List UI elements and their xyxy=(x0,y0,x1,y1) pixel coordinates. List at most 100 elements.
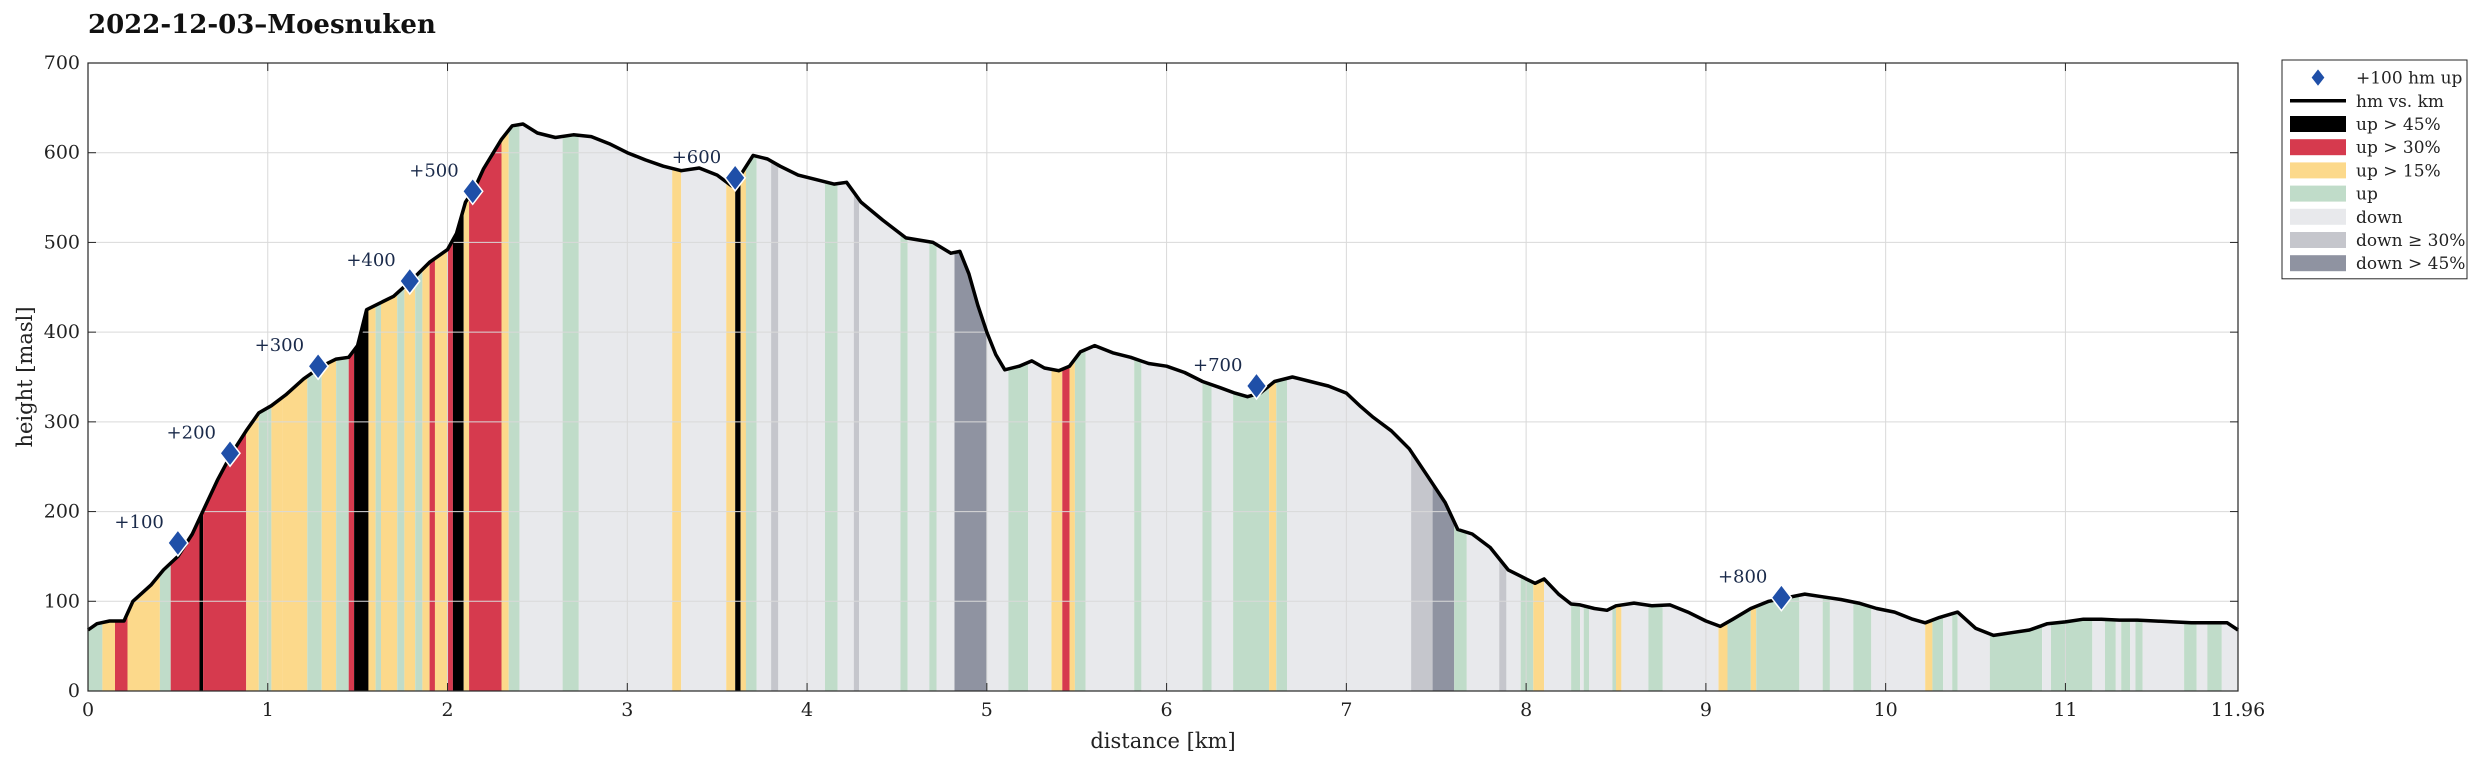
band-up xyxy=(1520,124,1534,691)
x-tick-label: 10 xyxy=(1874,699,1898,721)
legend-patch-swatch xyxy=(2290,116,2346,132)
band-up xyxy=(929,124,937,691)
band-up-gt-15 xyxy=(127,124,160,691)
band-down xyxy=(519,124,563,691)
band-down xyxy=(2221,124,2238,691)
band-up-gt-15 xyxy=(501,124,509,691)
band-down xyxy=(1544,124,1572,691)
hm-marker xyxy=(219,439,241,468)
band-up-gt-15 xyxy=(422,124,430,691)
hm-marker xyxy=(1245,371,1268,401)
legend-entry-label: +100 hm up xyxy=(2356,69,2463,89)
legend-marker-swatch xyxy=(2310,67,2326,88)
chart-title: 2022-12-03–Moesnuken xyxy=(88,10,436,40)
band-up xyxy=(1583,124,1590,691)
profile-line xyxy=(86,122,2239,638)
x-tick-label: 7 xyxy=(1340,699,1352,721)
band-up-gt-15 xyxy=(726,124,736,691)
hm-marker xyxy=(724,163,747,193)
band-up-gt-15 xyxy=(434,124,448,691)
band-up-gt-45 xyxy=(735,124,741,691)
hm-marker-label: +800 xyxy=(1718,567,1767,588)
y-tick-label: 300 xyxy=(44,411,80,433)
band-up-gt-15 xyxy=(1718,124,1728,691)
band-up-gt-45 xyxy=(452,124,464,691)
x-tick-label: 11.96 xyxy=(2211,699,2265,721)
band-down-ge-30 xyxy=(771,124,779,691)
band-down xyxy=(1621,124,1649,691)
legend-entry-label: up > 15% xyxy=(2356,161,2441,181)
band-down xyxy=(2130,124,2136,691)
y-tick-label: 400 xyxy=(44,321,80,343)
band-down-gt-45 xyxy=(1432,124,1455,691)
band-up xyxy=(88,124,103,691)
band-up xyxy=(1853,124,1872,691)
band-up-gt-15 xyxy=(1750,124,1757,691)
legend-entry-label: up xyxy=(2356,185,2378,205)
hm-marker xyxy=(398,266,421,296)
band-up-gt-30 xyxy=(429,124,435,691)
axes xyxy=(87,62,2239,692)
band-down xyxy=(1957,124,1990,691)
band-up xyxy=(2207,124,2222,691)
band-up-gt-30 xyxy=(203,124,247,691)
band-up-gt-30 xyxy=(447,124,453,691)
band-up xyxy=(375,124,381,691)
band-up xyxy=(336,124,349,691)
band-up-gt-15 xyxy=(463,124,470,691)
band-up-gt-30 xyxy=(115,124,128,691)
band-up xyxy=(508,124,520,691)
legend-entry-label: up > 45% xyxy=(2356,115,2441,135)
legend-entry-label: hm vs. km xyxy=(2356,92,2444,112)
band-down xyxy=(1943,124,1953,691)
band-down xyxy=(2196,124,2208,691)
band-down xyxy=(986,124,1009,691)
band-down-ge-30 xyxy=(1411,124,1433,691)
hm-marker xyxy=(461,177,484,206)
y-tick-label: 200 xyxy=(44,501,80,523)
band-up xyxy=(2105,124,2116,691)
band-up xyxy=(1454,124,1467,691)
band-down xyxy=(756,124,772,691)
x-tick-label: 2 xyxy=(441,699,453,721)
band-up-gt-15 xyxy=(246,124,259,691)
band-down xyxy=(2115,124,2122,691)
band-up xyxy=(1952,124,1958,691)
band-down xyxy=(837,124,854,691)
band-up-gt-15 xyxy=(1269,124,1277,691)
band-up xyxy=(2184,124,2197,691)
band-down xyxy=(936,124,955,691)
y-tick-label: 700 xyxy=(44,52,80,74)
band-up xyxy=(258,124,272,691)
hm-marker-label: +200 xyxy=(167,422,216,443)
x-tick-label: 3 xyxy=(621,699,633,721)
band-up xyxy=(1932,124,1944,691)
band-up xyxy=(1276,124,1288,691)
y-tick-label: 600 xyxy=(44,142,80,164)
grid-lines xyxy=(88,63,2238,691)
x-tick-label: 6 xyxy=(1161,699,1173,721)
legend-patch-swatch xyxy=(2290,139,2346,156)
band-up-gt-15 xyxy=(672,124,682,691)
y-tick-label: 100 xyxy=(44,590,80,612)
hm-marker-label: +400 xyxy=(346,250,395,271)
band-up xyxy=(1008,124,1029,691)
legend-patch-swatch xyxy=(2290,162,2346,179)
band-down xyxy=(1028,124,1052,691)
band-down xyxy=(1871,124,1926,691)
band-down xyxy=(2092,124,2105,691)
band-down xyxy=(2042,124,2052,691)
band-up xyxy=(900,124,908,691)
plot-frame xyxy=(87,62,2239,692)
band-up xyxy=(1989,124,2042,691)
band-up xyxy=(2051,124,2093,691)
band-up xyxy=(159,124,171,691)
profile-line-group xyxy=(86,122,2239,638)
legend-entry-label: down > 45% xyxy=(2356,254,2465,274)
y-tick-label: 500 xyxy=(44,231,80,253)
y-tick-label: 0 xyxy=(68,680,80,702)
tick-labels: 0 1 2 3 4 5 6 7 8 9 10 11 11.96 0 100 200 300 400 500 600 70… xyxy=(44,52,2265,721)
band-down xyxy=(578,124,673,691)
band-up-gt-15 xyxy=(1533,124,1545,691)
